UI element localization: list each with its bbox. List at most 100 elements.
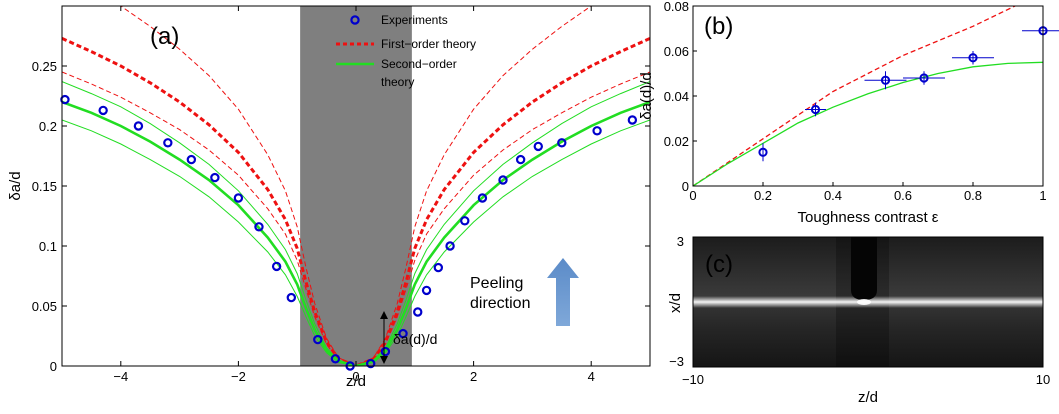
panel-b-point [758, 147, 768, 157]
panel-a-shaded-region [300, 6, 412, 366]
panel-b-label: (b) [704, 13, 733, 40]
panel-a-point [313, 334, 323, 345]
panel-a-point [233, 193, 244, 203]
panel-b-xtick-label: 0 [689, 188, 696, 203]
panel-b-xtick-label: 0.6 [894, 188, 912, 203]
panel-b-series-group [693, 6, 1043, 186]
panel-b-markers-group [758, 26, 1059, 162]
panel-b-xtick-label: 0.4 [824, 188, 842, 203]
panel-a-ytick-label: 0.25 [32, 59, 57, 74]
panel-b-series-1 [693, 6, 1016, 186]
panel-b-point [968, 53, 978, 63]
panel-a-point [445, 241, 455, 251]
panel-b-point [919, 73, 929, 83]
panel-a-series-3 [62, 71, 650, 366]
panel-c-xlabel: z/d [858, 389, 878, 406]
panel-b-ylabel: δa(d)/d [638, 72, 655, 120]
peeling-label-2: direction [470, 295, 530, 312]
delta-arrowhead-down [380, 356, 388, 364]
panel-b-ytick-label: 0.02 [664, 134, 689, 149]
panel-b: 0 0.2 0.4 0.6 0.8 1 0 0.02 0.04 0.06 0.08 (b) Toug… [638, 0, 1059, 226]
panel-a-point [557, 138, 567, 148]
legend-experiments: Experiments [381, 13, 448, 27]
panel-b-ytick-label: 0.08 [664, 0, 689, 14]
panel-b-xtick-label: 1 [1039, 188, 1046, 203]
panel-a-xlabel: z/d [346, 373, 366, 390]
panel-a-point [254, 222, 264, 232]
panel-a-point [366, 358, 376, 369]
panel-a-point [421, 285, 432, 296]
panel-a-point [413, 307, 423, 317]
panel-a-label: (a) [150, 23, 179, 50]
panel-a-point [186, 154, 197, 165]
panel-a-point [380, 346, 391, 357]
panel-b-point [880, 75, 891, 85]
panel-b-frame [692, 5, 1044, 187]
panel-a-point [498, 175, 508, 185]
panel-c-frame [692, 236, 1044, 368]
panel-a-point [330, 354, 341, 364]
panel-a-point [533, 141, 543, 152]
panel-a-xtick-label: −2 [231, 369, 246, 384]
panel-a-xtick-label: 4 [588, 369, 595, 384]
panel-c-label: (c) [705, 251, 733, 278]
panel-a-xtick-label: −4 [113, 369, 128, 384]
panel-a-xtick-label: 2 [470, 369, 477, 384]
photo-glint [857, 299, 871, 305]
panel-c-ylabel: x/d [667, 293, 684, 313]
panel-c-xtick-left: −10 [682, 372, 704, 387]
panel-c-image [693, 237, 1043, 367]
panel-a-point [398, 328, 408, 339]
panel-b-series-2 [693, 61, 1043, 186]
panel-b-xlabel: Toughness contrast ε [798, 209, 939, 226]
panel-a-ylabel: δa/d [7, 171, 24, 200]
panel-b-ytick-label: 0.04 [664, 89, 689, 104]
panel-a-point [515, 154, 526, 165]
peeling-label-1: Peeling [470, 275, 523, 292]
panel-a-ytick-label: 0.05 [32, 299, 57, 314]
panel-b-ticks: 0 0.2 0.4 0.6 0.8 1 0 0.02 0.04 0.06 0.08 [664, 0, 1047, 203]
panel-a-point [98, 105, 108, 116]
delta-label: δa(d)/d [393, 331, 437, 347]
panel-a-ytick-label: 0.2 [39, 119, 57, 134]
panel-c-ytick-top: 3 [677, 234, 684, 249]
panel-a-point [286, 292, 297, 303]
panel-a-point [433, 262, 444, 273]
panel-b-ytick-label: 0.06 [664, 44, 689, 59]
delta-annotation: δa(d)/d [380, 311, 437, 364]
panel-a-point [592, 126, 602, 136]
panel-a-point [271, 261, 282, 272]
peeling-arrow-icon [547, 258, 579, 326]
panel-b-xtick-label: 0.8 [964, 188, 982, 203]
panel-a-ytick-label: 0 [50, 359, 57, 374]
panel-a-series-5 [62, 81, 650, 366]
panel-a-series-4 [62, 100, 650, 366]
panel-a-ytick-label: 0.15 [32, 179, 57, 194]
panel-a-point [163, 138, 173, 148]
photo-needle [851, 237, 877, 300]
panel-a-point [460, 216, 470, 226]
panel-a-legend: Experiments First−order theory Second−or… [336, 13, 476, 89]
panel-a-point [477, 193, 488, 203]
legend-second-order: Second−order [381, 57, 457, 71]
panel-b-xtick-label: 0.2 [754, 188, 772, 203]
panel-a: −4 −2 0 2 400.050.10.150.20.25 (a) z/d δa/d … [7, 5, 651, 390]
panel-a-series-6 [62, 119, 650, 366]
panel-c: (c) 3 −3 −10 10 z/d x/d [667, 234, 1050, 406]
panel-b-ytick-label: 0 [682, 179, 689, 194]
panel-a-series-group [62, 6, 650, 366]
panel-a-xtick-label: 0 [352, 369, 359, 384]
panel-a-markers-group [60, 94, 638, 371]
panel-b-point [810, 104, 821, 115]
panel-c-ytick-bottom: −3 [669, 354, 684, 369]
panel-a-point [627, 115, 638, 125]
legend-marker-experiments [350, 15, 360, 25]
delta-arrowhead-up [380, 311, 388, 319]
panel-a-point [133, 121, 144, 131]
panel-a-point [60, 94, 70, 105]
panel-a-ytick-label: 0.1 [39, 239, 57, 254]
legend-first-order: First−order theory [381, 37, 476, 51]
panel-a-point [210, 172, 220, 183]
panel-a-ticks: −4 −2 0 2 4 0 0.05 0.1 0.15 0.2 0.25 [32, 6, 650, 384]
